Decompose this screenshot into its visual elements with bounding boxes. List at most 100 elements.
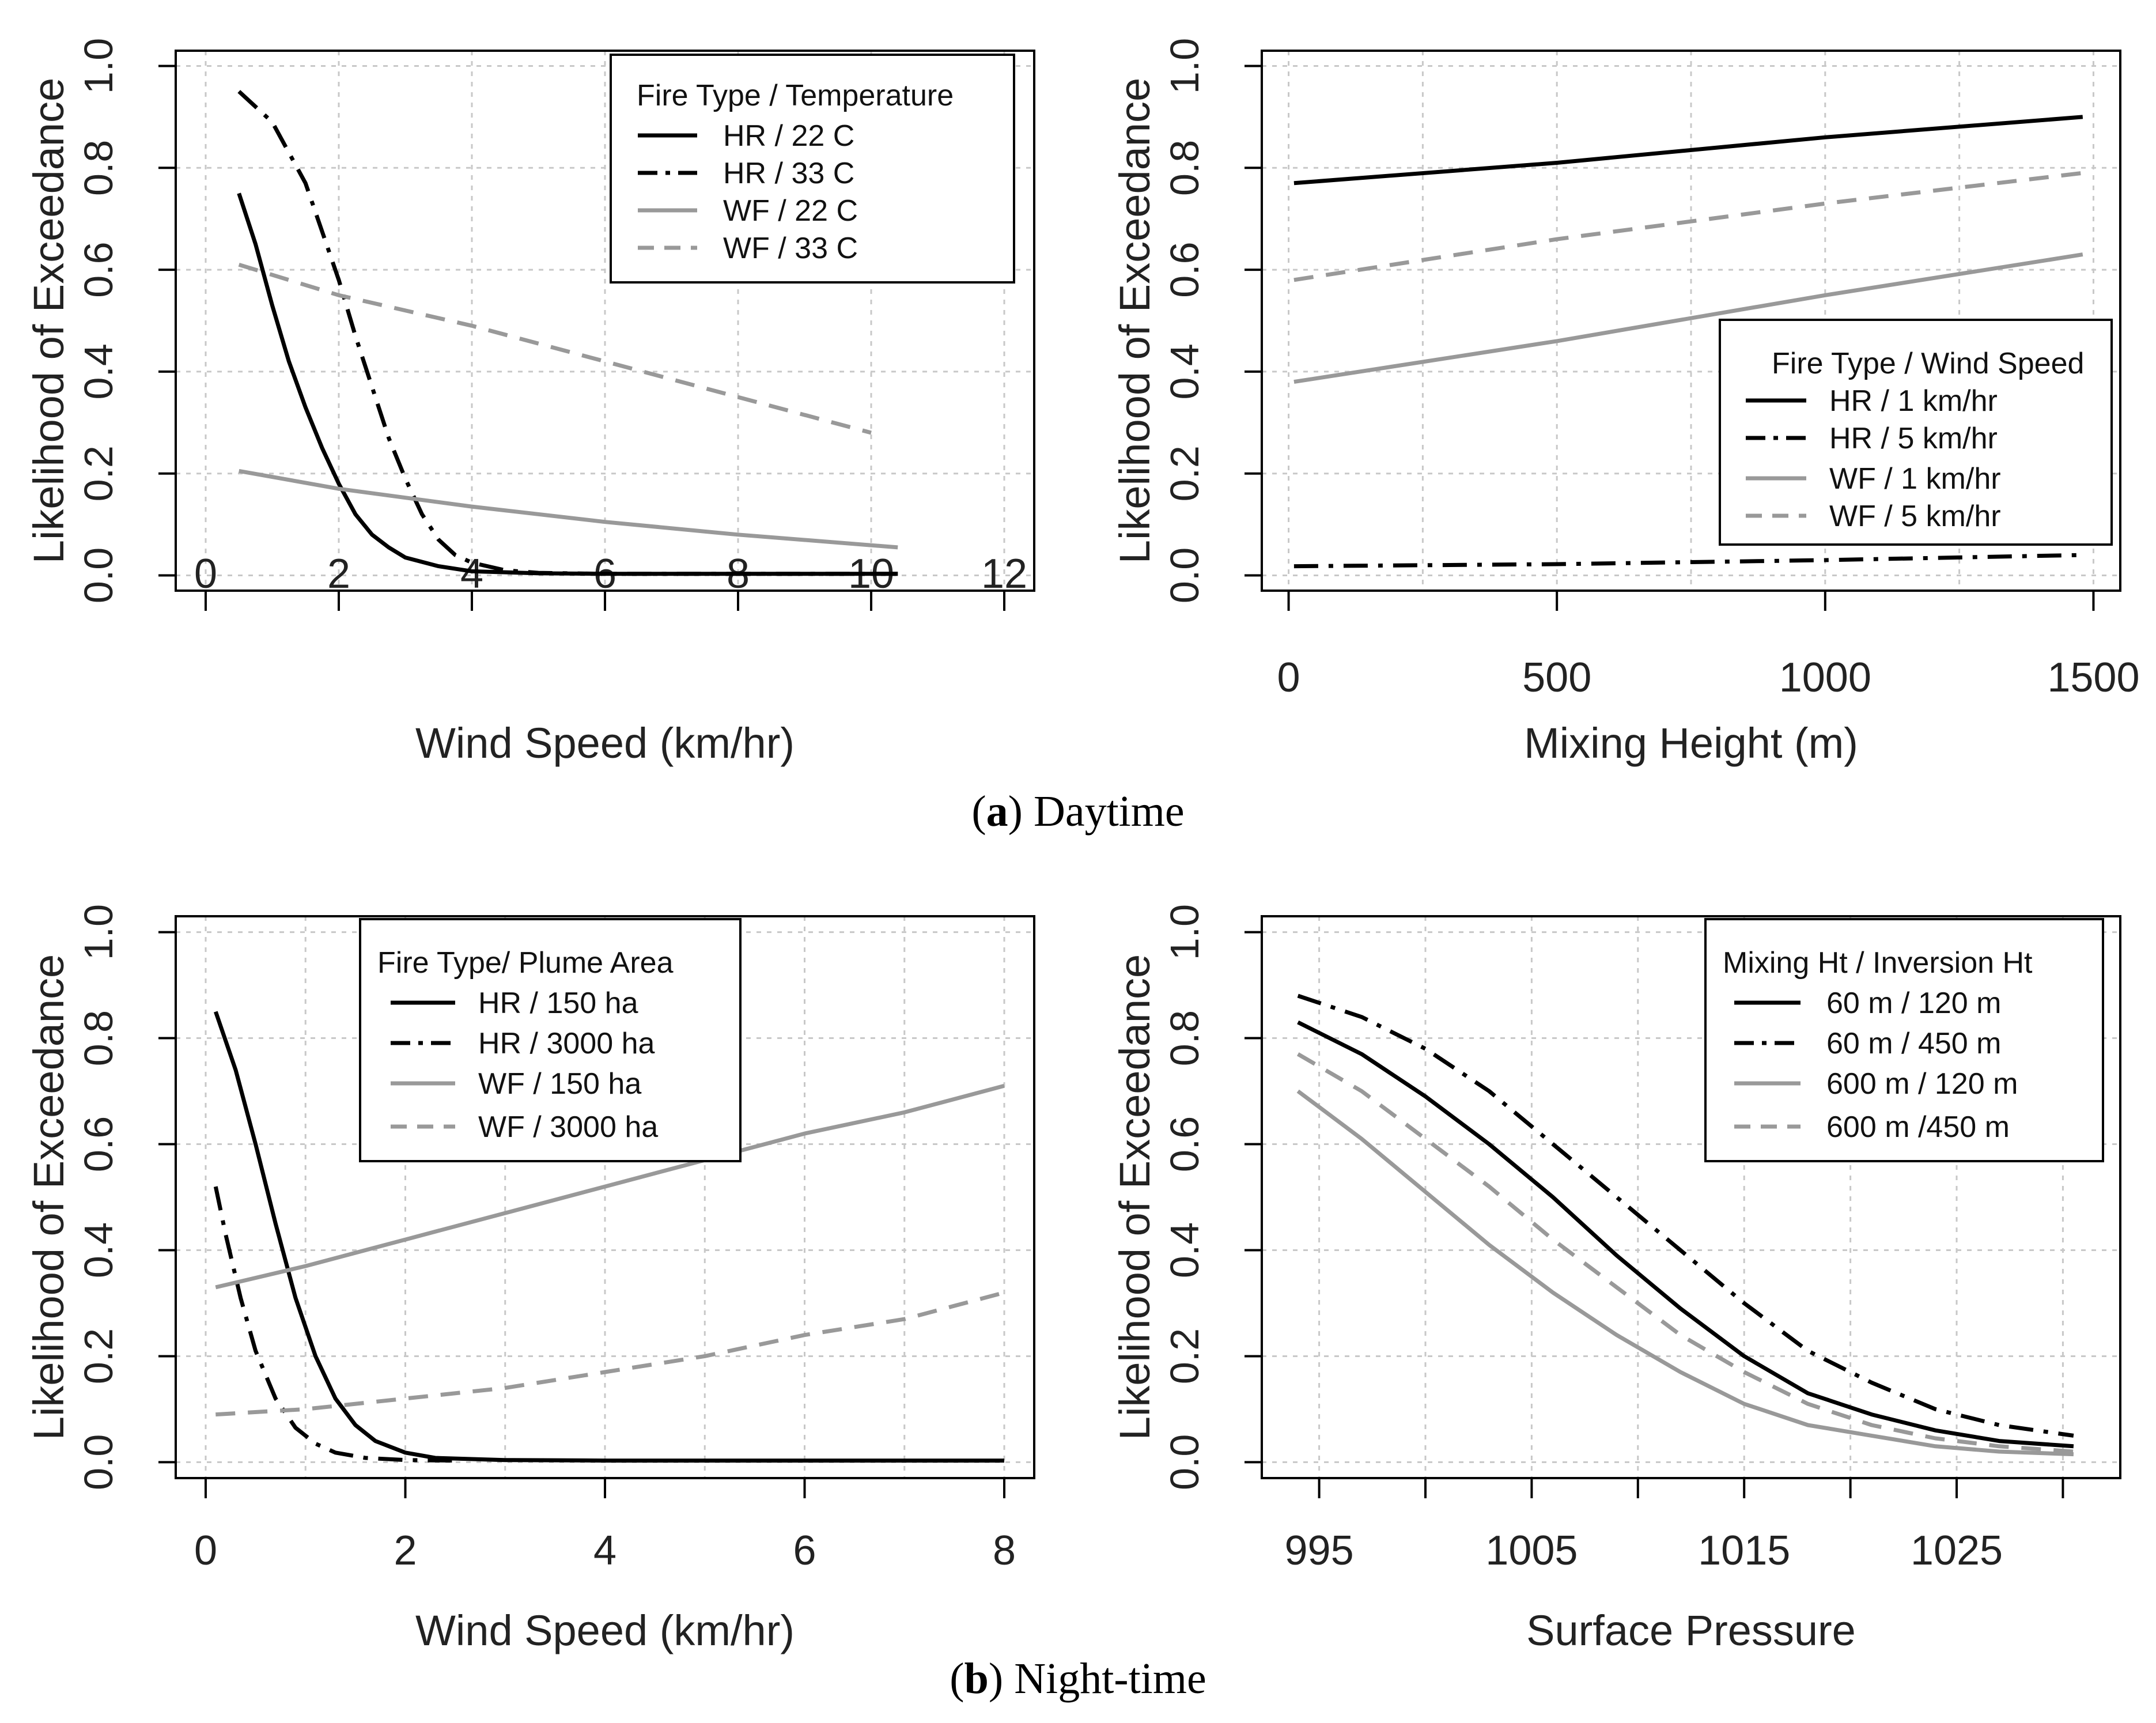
- series-line: [237, 192, 898, 576]
- legend-item: 60 m / 450 m: [1826, 1027, 2001, 1060]
- series-line: [239, 468, 898, 550]
- x-axis-label: Wind Speed (km/hr): [415, 1607, 795, 1654]
- x-tick-label: 1500: [2047, 655, 2139, 701]
- series-line: [237, 90, 898, 576]
- y-tick-label: 0.4: [1162, 343, 1207, 399]
- legend-item: WF / 3000 ha: [478, 1110, 658, 1144]
- y-tick-label: 0.8: [76, 1010, 121, 1066]
- series-line: [215, 1290, 1005, 1417]
- plot-frame: [1261, 915, 2121, 1479]
- legend-item: HR / 22 C: [723, 119, 854, 153]
- y-tick-label: 0.0: [1162, 1434, 1207, 1490]
- x-tick-label: 4: [593, 1528, 616, 1574]
- y-tick-label: 0.4: [76, 1222, 121, 1278]
- legend-box: [1719, 319, 2113, 546]
- series-line: [1297, 1020, 2074, 1449]
- y-tick-label: 0.4: [76, 343, 121, 399]
- x-axis-label: Mixing Height (m): [1524, 719, 1858, 767]
- legend-item: 600 m /450 m: [1826, 1110, 2010, 1144]
- panel-night-pressure: 995 1005 1015 1025 0.0 0.2 0.4 0.6 0.8 1.0 Surface…: [1111, 904, 2121, 1654]
- y-axis-label: Likelihood of Exceedance: [25, 78, 73, 564]
- legend-item: HR / 3000 ha: [478, 1027, 655, 1060]
- plot-frame: [1261, 50, 2121, 592]
- x-tick-label: 0: [194, 1528, 217, 1574]
- series-line: [1296, 1089, 2074, 1457]
- x-tick-label: 4: [460, 551, 483, 597]
- legend-item: WF / 1 km/hr: [1829, 462, 2001, 496]
- legend-box: [1704, 918, 2104, 1162]
- panel-day-mixing: 0 500 1000 1500 0.0 0.2 0.4 0.6 0.8 1.0 Mixing Hei…: [1111, 38, 2140, 767]
- legend-title: Fire Type/ Plume Area: [377, 946, 674, 980]
- x-tick-label: 0: [1277, 655, 1300, 701]
- legend-item: WF / 22 C: [723, 194, 858, 228]
- y-axis-label: Likelihood of Exceedance: [1111, 78, 1159, 564]
- x-tick-label: 995: [1285, 1528, 1354, 1574]
- legend-title: Fire Type / Temperature: [637, 79, 954, 112]
- x-tick-label: 2: [394, 1528, 417, 1574]
- y-tick-label: 0.6: [1162, 241, 1207, 297]
- y-tick-label: 1.0: [1162, 904, 1207, 960]
- legend-item: HR / 1 km/hr: [1829, 384, 1998, 418]
- y-tick-label: 0.8: [76, 140, 121, 196]
- legend: Fire Type / Temperature HR / 22 C HR / 33 …: [610, 54, 1015, 284]
- y-tick-label: 0.0: [1162, 547, 1207, 603]
- series-line: [1293, 171, 2083, 282]
- y-axis-label: Likelihood of Exceedance: [1111, 954, 1159, 1440]
- series-line: [238, 262, 872, 435]
- series-line: [1293, 115, 2083, 186]
- x-tick-label: 1000: [1779, 655, 1871, 701]
- x-tick-label: 1005: [1485, 1528, 1578, 1574]
- x-tick-label: 2: [327, 551, 350, 597]
- legend-title: Fire Type / Wind Speed: [1772, 347, 2084, 380]
- y-tick-label: 0.2: [76, 445, 121, 501]
- y-tick-label: 0.0: [76, 1434, 121, 1490]
- x-tick-label: 12: [981, 551, 1027, 597]
- series-line: [213, 1011, 1004, 1463]
- y-tick-label: 0.4: [1162, 1222, 1207, 1278]
- y-tick-label: 0.6: [76, 1116, 121, 1172]
- y-axis-label: Likelihood of Exceedance: [25, 954, 73, 1440]
- legend-box: [359, 918, 742, 1162]
- caption-b: (b) Night-time: [950, 1654, 1206, 1703]
- legend-item: WF / 150 ha: [478, 1067, 641, 1101]
- x-axis-label: Wind Speed (km/hr): [415, 719, 795, 767]
- legend-box: [610, 54, 1015, 284]
- y-tick-label: 0.8: [1162, 1010, 1207, 1066]
- x-tick-label: 1015: [1698, 1528, 1790, 1574]
- caption-a: (a) Daytime: [971, 787, 1184, 836]
- x-axis-label: Surface Pressure: [1526, 1607, 1856, 1654]
- y-tick-label: 0.2: [1162, 1328, 1207, 1384]
- y-tick-label: 0.2: [76, 1328, 121, 1384]
- legend: Fire Type / Wind Speed HR / 1 km/hr HR / 5…: [1719, 319, 2113, 546]
- y-tick-label: 0.0: [76, 547, 121, 603]
- y-tick-label: 0.6: [76, 241, 121, 297]
- y-tick-label: 0.2: [1162, 445, 1207, 501]
- legend-item: 600 m / 120 m: [1826, 1067, 2018, 1101]
- y-tick-label: 0.6: [1162, 1116, 1207, 1172]
- x-tick-label: 0: [194, 551, 217, 597]
- legend-item: HR / 33 C: [723, 157, 854, 190]
- legend-item: 60 m / 120 m: [1826, 987, 2001, 1020]
- legend: Mixing Ht / Inversion Ht 60 m / 120 m 60 m…: [1704, 918, 2104, 1162]
- series-line: [213, 1186, 456, 1463]
- legend: Fire Type/ Plume Area HR / 150 ha HR / 300…: [359, 918, 742, 1162]
- series-line: [1293, 553, 2083, 569]
- legend-title: Mixing Ht / Inversion Ht: [1723, 946, 2033, 980]
- series-line: [1296, 1052, 2074, 1454]
- y-tick-label: 1.0: [76, 38, 121, 94]
- legend-item: WF / 33 C: [723, 232, 858, 265]
- series-line: [1297, 993, 2074, 1438]
- legend-item: HR / 5 km/hr: [1829, 422, 1998, 455]
- y-tick-label: 1.0: [76, 904, 121, 960]
- x-tick-label: 6: [793, 1528, 816, 1574]
- legend-item: HR / 150 ha: [478, 987, 638, 1020]
- legend-item: WF / 5 km/hr: [1829, 500, 2001, 533]
- x-tick-label: 500: [1522, 655, 1591, 701]
- x-tick-label: 8: [993, 1528, 1016, 1574]
- x-tick-label: 1025: [1911, 1528, 2003, 1574]
- series-line: [215, 1083, 1005, 1290]
- y-tick-label: 1.0: [1162, 38, 1207, 94]
- series-line: [1293, 252, 2083, 384]
